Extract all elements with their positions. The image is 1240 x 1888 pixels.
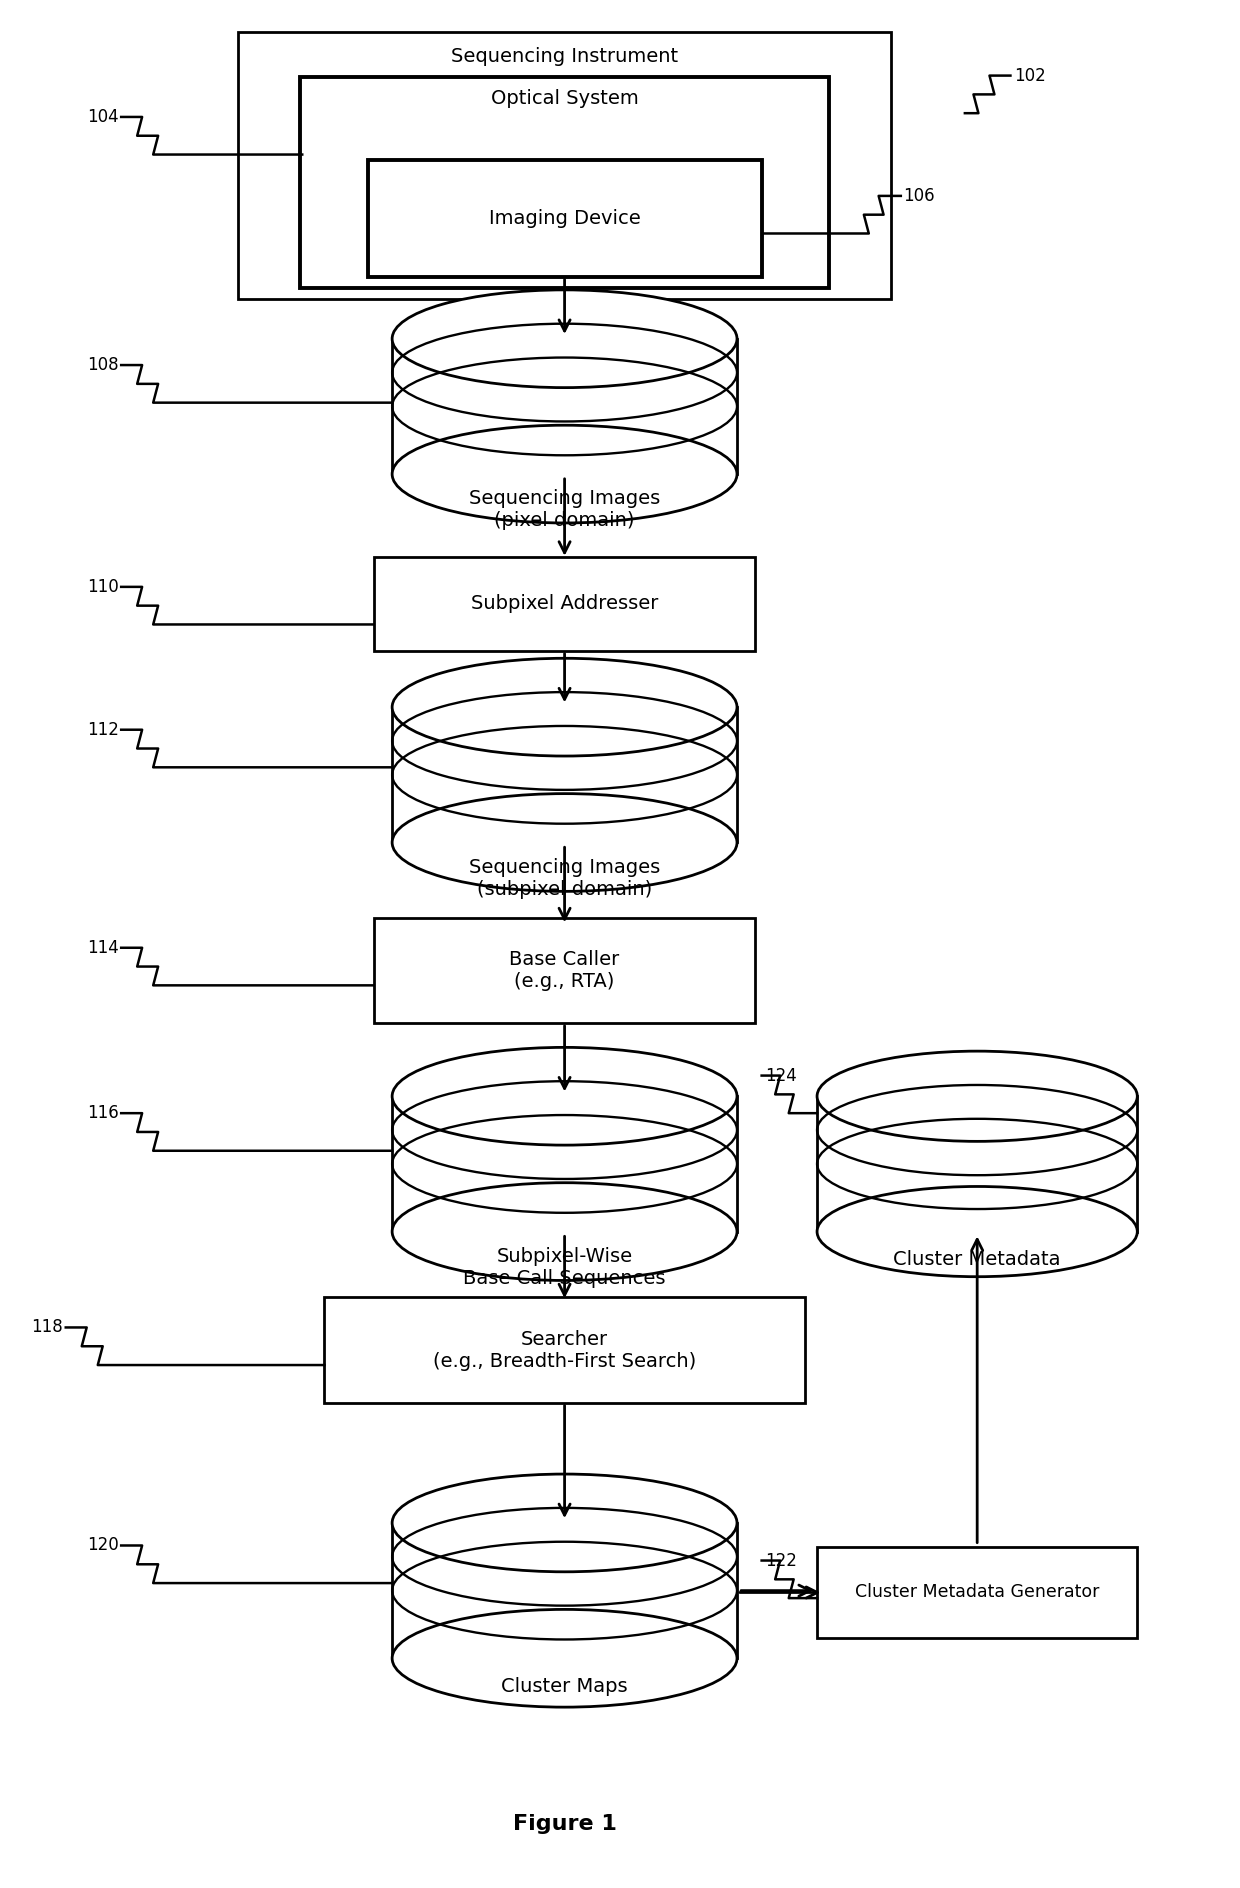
Ellipse shape [392, 1609, 737, 1707]
Text: Subpixel-Wise
Base Call Sequences: Subpixel-Wise Base Call Sequences [464, 1246, 666, 1288]
Ellipse shape [392, 1182, 737, 1280]
Bar [238, 32, 892, 300]
Text: Sequencing Images
(subpixel domain): Sequencing Images (subpixel domain) [469, 857, 660, 899]
Bar [300, 77, 830, 289]
Text: 116: 116 [87, 1104, 119, 1121]
Text: 120: 120 [87, 1537, 119, 1554]
Text: Figure 1: Figure 1 [512, 1814, 616, 1833]
Bar [373, 557, 755, 651]
Bar [325, 1297, 805, 1403]
Text: Optical System: Optical System [491, 89, 639, 108]
Text: Sequencing Instrument: Sequencing Instrument [451, 47, 678, 66]
Text: Sequencing Images
(pixel domain): Sequencing Images (pixel domain) [469, 489, 660, 531]
Text: 114: 114 [87, 938, 119, 957]
Bar [817, 1548, 1137, 1637]
Text: 112: 112 [87, 721, 119, 738]
Ellipse shape [817, 1186, 1137, 1276]
Bar [392, 338, 737, 474]
Text: 108: 108 [87, 357, 119, 374]
Ellipse shape [817, 1052, 1137, 1142]
Ellipse shape [392, 425, 737, 523]
Text: Cluster Metadata Generator: Cluster Metadata Generator [856, 1584, 1100, 1601]
Text: Cluster Metadata: Cluster Metadata [894, 1250, 1061, 1269]
Text: Base Caller
(e.g., RTA): Base Caller (e.g., RTA) [510, 950, 620, 991]
Text: 102: 102 [1014, 66, 1045, 85]
Text: Subpixel Addresser: Subpixel Addresser [471, 595, 658, 614]
Text: 110: 110 [87, 578, 119, 597]
Text: 122: 122 [765, 1552, 797, 1569]
Ellipse shape [392, 793, 737, 891]
Ellipse shape [392, 1048, 737, 1146]
Bar [392, 708, 737, 842]
Text: 118: 118 [31, 1318, 63, 1337]
Text: Searcher
(e.g., Breadth-First Search): Searcher (e.g., Breadth-First Search) [433, 1329, 696, 1371]
Bar [392, 1524, 737, 1658]
Text: 106: 106 [903, 187, 935, 206]
Ellipse shape [392, 1475, 737, 1573]
Bar [817, 1097, 1137, 1231]
Bar [373, 918, 755, 1023]
Text: 104: 104 [87, 108, 119, 126]
Bar [392, 1097, 737, 1231]
Ellipse shape [392, 291, 737, 387]
Text: Imaging Device: Imaging Device [489, 210, 640, 228]
Ellipse shape [392, 659, 737, 755]
Text: 124: 124 [765, 1067, 797, 1084]
Text: Cluster Maps: Cluster Maps [501, 1677, 627, 1695]
Bar [367, 160, 761, 278]
